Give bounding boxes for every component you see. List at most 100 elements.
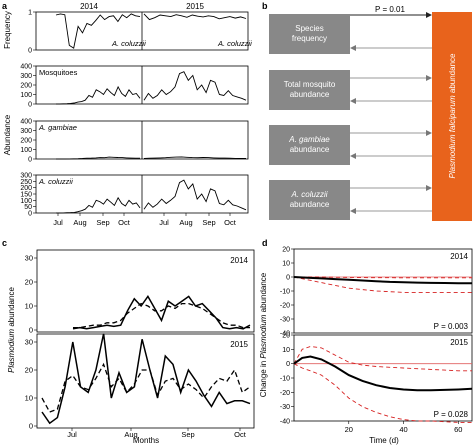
panel-a-ytick-label: 0 bbox=[28, 48, 32, 55]
panel-d-mean-2014 bbox=[293, 276, 473, 285]
panel-c-ytick-label: 10 bbox=[25, 394, 33, 403]
panel-a-label-2015-0: A. coluzzii bbox=[217, 39, 252, 48]
panel-a-ytick-label: 200 bbox=[20, 138, 32, 145]
panel-a-xtick-2014-Oct: Oct bbox=[118, 218, 131, 227]
panel-a-series-2015-2 bbox=[143, 156, 246, 159]
panel-a-xtick-2015-Jul: Jul bbox=[159, 218, 169, 227]
panel-d-lower-ci-2014 bbox=[293, 276, 472, 293]
panel-a-ytick-label: 150 bbox=[20, 192, 32, 199]
panel-a-series-2015-1 bbox=[143, 71, 247, 101]
predictor-label-a-gambiae-2: abundance bbox=[290, 145, 330, 154]
panel-d-ytick-label: 20 bbox=[282, 247, 290, 254]
panel-c-ytick-label: 30 bbox=[25, 254, 33, 263]
panel-d-xtick-label-40: 40 bbox=[399, 425, 407, 434]
panel-a-ytick-label: 300 bbox=[20, 73, 32, 80]
predictor-label-species-frequency-1: Species bbox=[295, 24, 323, 33]
panel-a-xtick-2015-Sep: Sep bbox=[202, 218, 215, 227]
response-box bbox=[432, 12, 472, 221]
panel-d-upper-ci-2014 bbox=[294, 276, 472, 279]
panel-d-upper-ci-2015 bbox=[293, 346, 472, 372]
panel-c-ylabel: Plasmodium abundance bbox=[7, 287, 16, 373]
panel-a-series-label-3: A. coluzzii bbox=[38, 177, 73, 186]
panel-a-ytick-label: 50 bbox=[24, 204, 32, 211]
panel-c-frame-1 bbox=[36, 333, 255, 429]
predictor-label-total-mosquito-1: Total mosquito bbox=[284, 80, 336, 89]
panel-a-ytick-label: 300 bbox=[20, 173, 32, 180]
panel-c-ytick-label: 20 bbox=[25, 278, 33, 287]
predictor-label-a-coluzzii-2: abundance bbox=[290, 200, 330, 209]
panel-d-ytick-label: -30 bbox=[280, 404, 290, 411]
panel-c-xtick-Jul: Jul bbox=[67, 430, 77, 439]
panel-a-ytick-label: 200 bbox=[20, 83, 32, 90]
panel-a-ytick-label: 100 bbox=[20, 92, 32, 99]
panel-c-predicted-2015 bbox=[41, 362, 251, 413]
panel-a-ytick-label: 100 bbox=[20, 147, 32, 154]
panel-c-predicted-2014 bbox=[73, 302, 250, 329]
panel-d-ytick-label: -30 bbox=[280, 317, 290, 324]
panel-d-frame-0 bbox=[293, 248, 473, 334]
panel-d-ytick-label: -20 bbox=[280, 390, 290, 397]
panel-a-xtick-2015-Aug: Aug bbox=[179, 218, 192, 227]
panel-c-year-2015: 2015 bbox=[230, 340, 248, 349]
panel-a-ytick-label: 300 bbox=[20, 128, 32, 135]
panel-a-ytick-label: 0 bbox=[28, 157, 32, 164]
panel-d-year-2015: 2015 bbox=[450, 338, 468, 347]
panel-c-ytick-label: 30 bbox=[25, 338, 33, 347]
panel-a-ytick-label: 250 bbox=[20, 179, 32, 186]
panel-a-year-2014: 2014 bbox=[80, 2, 98, 11]
panel-d-ytick-label: 0 bbox=[286, 361, 290, 368]
panel-c-ytick-label: 10 bbox=[25, 302, 33, 311]
panel-a-xtick-2014-Aug: Aug bbox=[73, 218, 86, 227]
predictor-box-a-gambiae bbox=[269, 125, 350, 165]
panel-a-series-2015-3 bbox=[143, 179, 247, 211]
panel-c-xlabel: Months bbox=[133, 436, 159, 445]
panel-a-xtick-2014-Sep: Sep bbox=[96, 218, 109, 227]
panel-a-xtick-2014-Jul: Jul bbox=[53, 218, 63, 227]
panel-a-xtick-2015-Oct: Oct bbox=[224, 218, 237, 227]
panel-a-ytick-label: 0 bbox=[28, 211, 32, 218]
panel-d-xlabel: Time (d) bbox=[369, 436, 399, 445]
panel-d-ytick-label: 20 bbox=[282, 333, 290, 340]
panel-d-ytick-label: -10 bbox=[280, 376, 290, 383]
panel-c-observed-2015 bbox=[41, 333, 251, 425]
panel-c-ytick-label: 20 bbox=[25, 366, 33, 375]
panel-c-frame-0 bbox=[36, 249, 255, 333]
panel-c-xtick-Aug: Aug bbox=[124, 430, 137, 439]
panel-d-xtick-label-20: 20 bbox=[345, 425, 353, 434]
panel-letter-d: d bbox=[262, 238, 268, 248]
predictor-box-total-mosquito bbox=[269, 70, 350, 110]
panel-a-ytick-label: 400 bbox=[20, 64, 32, 71]
panel-c-ytick-label: 0 bbox=[29, 326, 33, 335]
panel-a-series-2014-0 bbox=[55, 13, 141, 49]
panel-a-series-label-1: Mosquitoes bbox=[39, 68, 78, 77]
panel-c: 0 10 20 30 2014 0 10 20 30 2015 Jul Aug Sep Oct bbox=[25, 249, 255, 439]
panel-a-series-label-2: A. gambiae bbox=[38, 123, 77, 132]
panel-d-ytick-label: 0 bbox=[286, 275, 290, 282]
panel-c-ytick-label: 0 bbox=[29, 422, 33, 431]
panel-a: 0 1 A. coluzzii A. coluzzii 0 100 200 300 400 Mos… bbox=[20, 10, 252, 228]
response-label: Plasmodium falciparum abundance bbox=[448, 53, 457, 179]
panel-a-series-2014-3 bbox=[56, 196, 141, 214]
panel-a-series-2014-1 bbox=[56, 85, 141, 105]
panel-letter-b: b bbox=[262, 1, 268, 11]
panel-d-xtick-label-60: 60 bbox=[454, 425, 462, 434]
predictor-label-total-mosquito-2: abundance bbox=[290, 90, 330, 99]
panel-d-ylabel: Change in Plasmodium abundance bbox=[259, 272, 268, 397]
panel-c-observed-2014 bbox=[72, 295, 251, 330]
panel-a-ytick-label: 1 bbox=[28, 10, 32, 17]
panel-a-series-2014-2 bbox=[56, 156, 140, 160]
panel-b-p-value: P = 0.01 bbox=[375, 5, 405, 14]
panel-d-ytick-label: 10 bbox=[282, 261, 290, 268]
panel-c-xtick-Oct: Oct bbox=[234, 430, 247, 439]
panel-d-p-value-2014: P = 0.003 bbox=[434, 322, 469, 331]
panel-letter-a: a bbox=[2, 1, 8, 11]
panel-d-ytick-label: -40 bbox=[280, 331, 290, 338]
panel-a-ytick-label: 400 bbox=[20, 119, 32, 126]
predictor-label-species-frequency-2: frequency bbox=[292, 34, 327, 43]
panel-a-year-2015: 2015 bbox=[186, 2, 204, 11]
panel-d: -40 -30 -20 -10 0 10 20 2014 P = 0.003 -40 -30 -20 -… bbox=[280, 247, 473, 434]
panel-letter-c: c bbox=[2, 238, 7, 248]
panel-a-series-2015-0 bbox=[143, 13, 247, 21]
panel-d-ytick-label: -10 bbox=[280, 289, 290, 296]
